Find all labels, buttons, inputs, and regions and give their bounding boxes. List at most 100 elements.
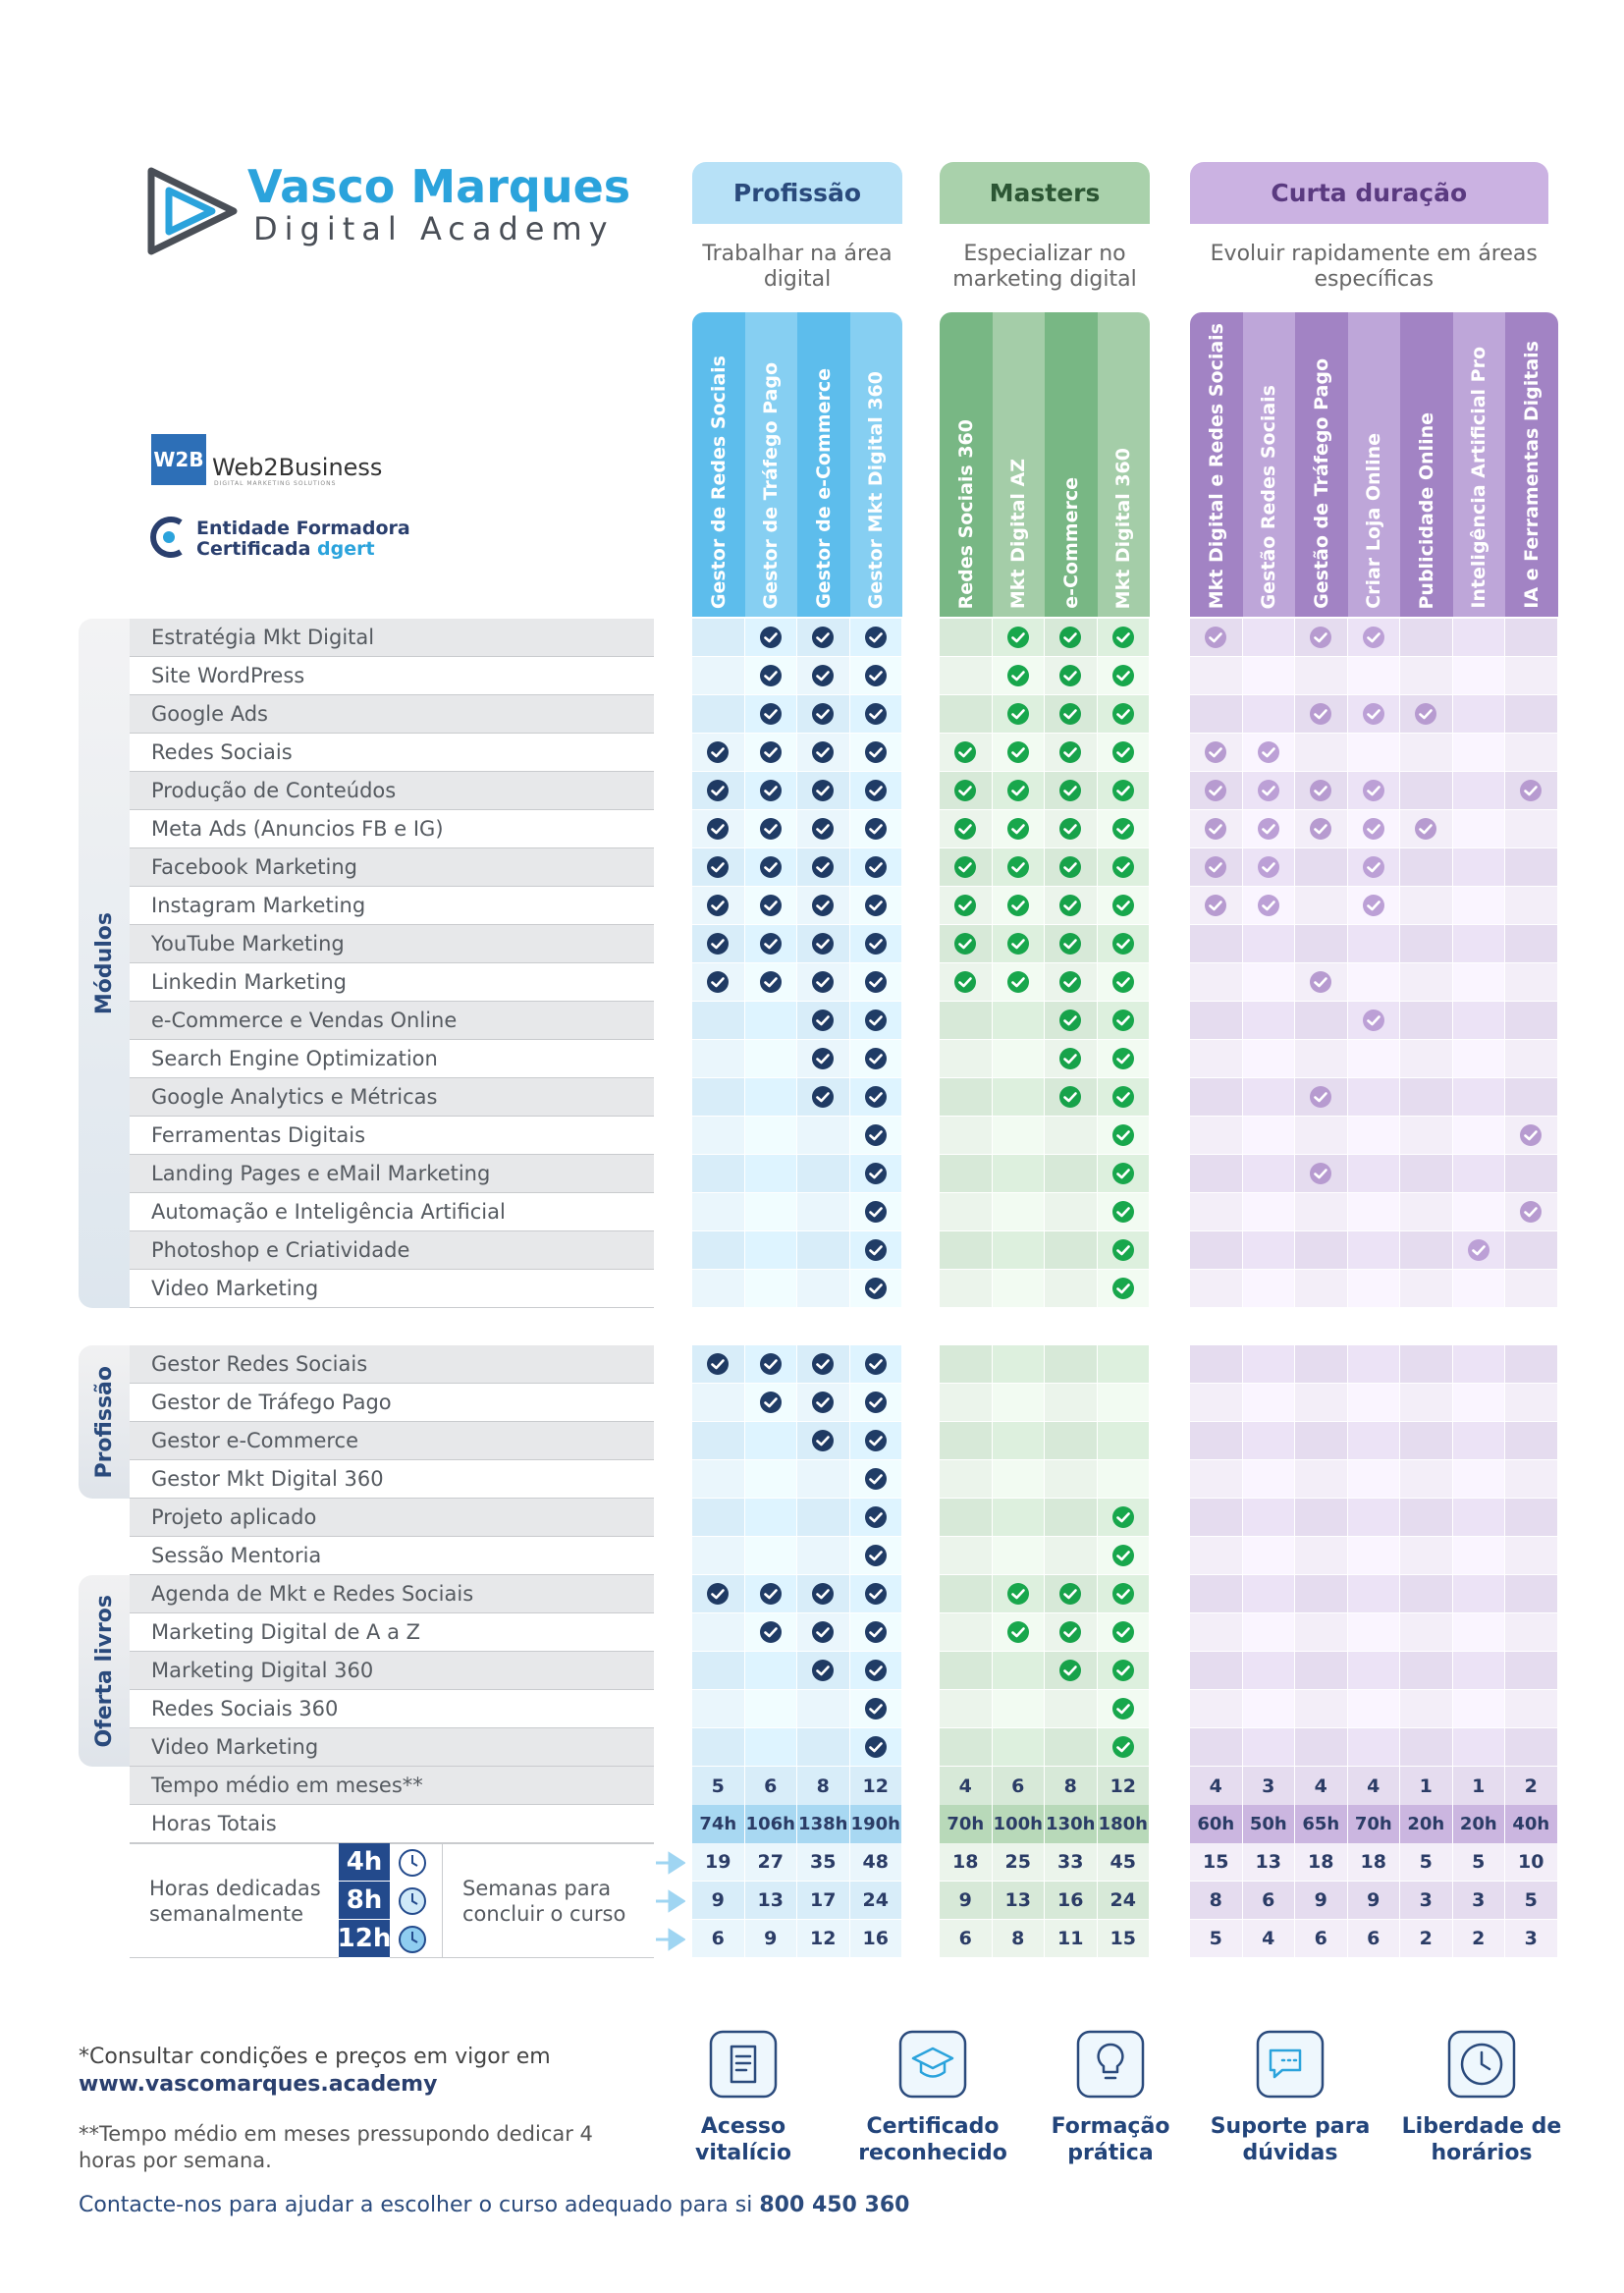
cell — [1190, 810, 1243, 848]
check-circle — [1111, 1124, 1134, 1146]
check-circle — [864, 1736, 887, 1758]
check-circle — [1111, 1621, 1134, 1643]
cell — [1505, 963, 1558, 1002]
check-tick — [1209, 824, 1223, 835]
cell — [940, 772, 993, 810]
cell — [1400, 810, 1453, 848]
cell — [1045, 1690, 1098, 1728]
check-circle — [759, 895, 782, 916]
check-icon — [1111, 1660, 1134, 1681]
cell — [1242, 1231, 1295, 1270]
check-icon — [1111, 933, 1134, 955]
cell — [1295, 1270, 1348, 1308]
cell — [1045, 1193, 1098, 1231]
weeks: 13 — [992, 1882, 1045, 1920]
check-icon — [759, 1392, 782, 1413]
check-circle — [812, 1353, 835, 1375]
check-circle — [864, 895, 887, 916]
hours-badge: 12h — [338, 1920, 391, 1958]
check-tick — [1063, 1589, 1078, 1600]
check-icon — [1310, 780, 1332, 801]
cell — [744, 1002, 797, 1040]
check-icon — [1111, 665, 1134, 686]
cell — [1242, 1652, 1295, 1690]
check-tick — [763, 632, 778, 643]
cell — [992, 887, 1045, 925]
check-tick — [763, 901, 778, 911]
check-tick — [1524, 1130, 1539, 1141]
check-circle — [864, 1468, 887, 1490]
cell — [940, 1117, 993, 1155]
check-icon — [759, 627, 782, 648]
cell — [744, 1040, 797, 1078]
check-circle — [759, 818, 782, 840]
weeks: 17 — [797, 1882, 850, 1920]
check-tick — [1115, 1130, 1130, 1141]
check-circle — [864, 703, 887, 725]
check-tick — [1115, 786, 1130, 796]
check-icon — [864, 818, 887, 840]
check-icon — [864, 1468, 887, 1490]
cell — [1242, 657, 1295, 695]
cell — [992, 1002, 1045, 1040]
course-header: Gestão de Tráfego Pago — [1295, 312, 1348, 617]
row-label: Photoshop e Criatividade — [130, 1231, 654, 1270]
check-tick — [868, 1015, 883, 1026]
course-header: Gestor de Redes Sociais — [692, 312, 745, 617]
cell — [1400, 1652, 1453, 1690]
cell — [692, 887, 745, 925]
cell — [1097, 1270, 1150, 1308]
cell — [1452, 695, 1505, 734]
cell — [1452, 619, 1505, 657]
cell — [849, 1690, 902, 1728]
check-icon — [759, 665, 782, 686]
cell — [1505, 1345, 1558, 1384]
dgert-certificada: Certificada — [196, 538, 311, 560]
row-label: Facebook Marketing — [130, 848, 654, 887]
cell — [1400, 887, 1453, 925]
cell — [1242, 1117, 1295, 1155]
course-name: Gestor de Tráfego Pago — [760, 361, 783, 609]
check-circle — [707, 856, 730, 878]
check-icon — [1006, 741, 1029, 763]
check-tick — [1063, 824, 1078, 835]
cell — [992, 963, 1045, 1002]
weeks: 18 — [1347, 1843, 1400, 1882]
cell — [1295, 1652, 1348, 1690]
check-circle — [864, 818, 887, 840]
cell — [1452, 1422, 1505, 1460]
check-icon — [864, 1545, 887, 1566]
cell — [1242, 772, 1295, 810]
check-tick — [1115, 939, 1130, 950]
cell — [1097, 1652, 1150, 1690]
check-circle — [812, 971, 835, 993]
check-tick — [868, 1283, 883, 1294]
cell — [849, 772, 902, 810]
check-circle — [1006, 780, 1029, 801]
cell — [1347, 1690, 1400, 1728]
check-icon — [1310, 627, 1332, 648]
cell — [1347, 1652, 1400, 1690]
check-tick — [1063, 939, 1078, 950]
cell — [1242, 1575, 1295, 1613]
cell — [849, 1613, 902, 1652]
check-circle — [759, 1621, 782, 1643]
cell — [1190, 1422, 1243, 1460]
row-label: YouTube Marketing — [130, 925, 654, 963]
cell — [992, 1193, 1045, 1231]
cell — [797, 1460, 850, 1499]
check-circle — [1059, 818, 1082, 840]
check-circle — [864, 1086, 887, 1108]
check-tick — [958, 901, 973, 911]
cell — [692, 1002, 745, 1040]
check-circle — [1059, 1048, 1082, 1069]
check-circle — [1111, 933, 1134, 955]
cell — [1097, 1537, 1150, 1575]
check-icon — [1111, 1736, 1134, 1758]
check-tick — [763, 671, 778, 682]
cell — [992, 1613, 1045, 1652]
cell — [692, 1575, 745, 1613]
check-icon — [1111, 703, 1134, 725]
cell — [1097, 1613, 1150, 1652]
cell — [849, 1652, 902, 1690]
